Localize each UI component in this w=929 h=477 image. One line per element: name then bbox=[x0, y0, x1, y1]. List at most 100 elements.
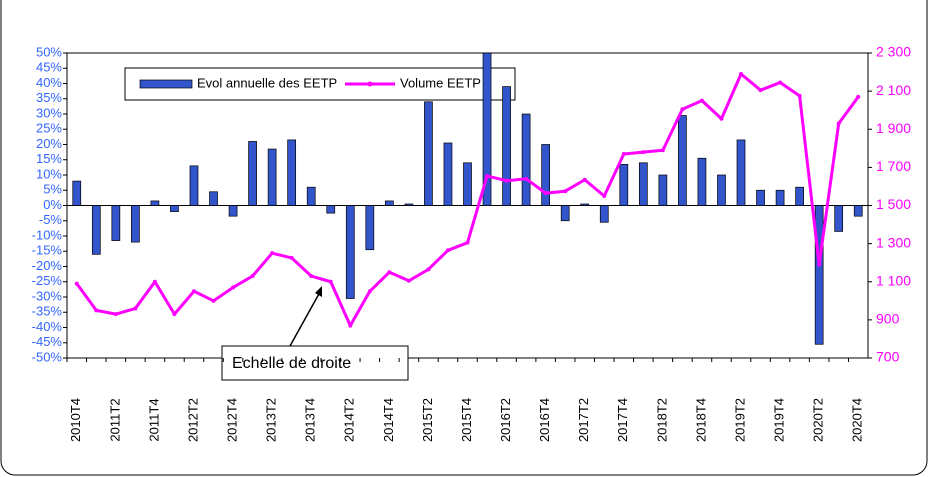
bar bbox=[814, 205, 824, 345]
line-point bbox=[504, 178, 509, 183]
y2-tick-label: 1 500 bbox=[876, 196, 911, 212]
x-tick-label: 2018T2 bbox=[654, 398, 669, 442]
line-point bbox=[289, 255, 294, 260]
bar bbox=[697, 157, 707, 206]
bar bbox=[385, 200, 394, 206]
y-tick-label: 50% bbox=[36, 44, 62, 59]
line-point bbox=[621, 152, 626, 157]
y-tick-label: 0% bbox=[43, 197, 62, 212]
y-tick-label: -20% bbox=[32, 258, 63, 273]
x-tick-label: 2011T4 bbox=[146, 398, 161, 441]
bar bbox=[91, 205, 101, 255]
line-point bbox=[778, 80, 783, 85]
bar bbox=[756, 189, 765, 206]
y2-tick-label: 700 bbox=[876, 349, 900, 365]
bar bbox=[795, 186, 804, 206]
line-point bbox=[387, 270, 392, 275]
y2-tick-label: 2 300 bbox=[876, 44, 911, 60]
x-tick-label: 2011T2 bbox=[107, 398, 122, 441]
annotation: Echelle de droite bbox=[221, 286, 409, 381]
x-tick-label: 2015T4 bbox=[459, 398, 474, 442]
line-point bbox=[133, 306, 138, 311]
bar bbox=[111, 205, 121, 241]
bar bbox=[502, 86, 511, 206]
bar bbox=[287, 139, 297, 206]
line-point bbox=[660, 148, 665, 153]
y2-tick-label: 1 300 bbox=[876, 234, 911, 250]
line-point bbox=[309, 274, 314, 279]
line-point bbox=[191, 289, 196, 294]
line-point bbox=[367, 289, 372, 294]
y-tick-label: -15% bbox=[32, 243, 63, 258]
line-point bbox=[485, 173, 490, 178]
bar bbox=[443, 142, 453, 206]
line-point bbox=[856, 94, 861, 99]
line-point bbox=[582, 177, 587, 182]
bar bbox=[150, 200, 160, 206]
bar bbox=[580, 203, 590, 206]
y-tick-label: 5% bbox=[43, 182, 62, 197]
y-tick-label: -5% bbox=[39, 212, 63, 227]
x-tick-label: 2016T4 bbox=[537, 398, 552, 442]
x-tick-label: 2013T4 bbox=[303, 398, 318, 442]
bar bbox=[619, 163, 629, 206]
bar bbox=[638, 162, 648, 206]
x-tick-label: 2016T2 bbox=[498, 398, 513, 442]
x-tick-label: 2020T4 bbox=[850, 398, 865, 442]
x-tick-label: 2020T2 bbox=[811, 398, 826, 442]
bar bbox=[404, 203, 414, 206]
bar bbox=[72, 180, 82, 206]
x-tick-label: 2012T4 bbox=[224, 398, 239, 442]
legend-label: Volume EETP bbox=[400, 75, 481, 90]
x-tick-label: 2017T4 bbox=[615, 398, 630, 442]
y2-tick-label: 2 100 bbox=[876, 82, 911, 98]
line-point bbox=[94, 308, 99, 313]
bar bbox=[248, 141, 257, 206]
y-tick-label: -30% bbox=[32, 288, 63, 303]
x-tick-label: 2019T2 bbox=[732, 398, 747, 442]
line-point bbox=[797, 93, 802, 98]
line-point bbox=[250, 274, 255, 279]
bar bbox=[521, 113, 531, 206]
y-tick-label: 10% bbox=[36, 166, 62, 181]
line-point bbox=[211, 298, 216, 303]
x-tick-label: 2018T4 bbox=[693, 398, 708, 442]
legend-marker bbox=[367, 81, 373, 87]
bar bbox=[775, 189, 785, 206]
bar bbox=[560, 205, 570, 222]
line-point bbox=[563, 189, 568, 194]
y2-tick-label: 1 100 bbox=[876, 272, 911, 288]
arrow-head bbox=[315, 286, 322, 297]
line-point bbox=[836, 121, 841, 126]
line-point bbox=[739, 71, 744, 76]
bar bbox=[345, 205, 355, 299]
y-tick-label: 35% bbox=[36, 90, 62, 105]
line-point bbox=[543, 191, 548, 196]
line-point bbox=[113, 312, 118, 317]
annotation-box bbox=[221, 345, 409, 381]
line-point bbox=[524, 176, 529, 181]
line-point bbox=[641, 150, 646, 155]
line-point bbox=[680, 107, 685, 112]
bar bbox=[306, 186, 316, 206]
bar bbox=[658, 174, 668, 206]
bar bbox=[170, 205, 179, 212]
line-point bbox=[74, 281, 79, 286]
bar bbox=[853, 205, 863, 217]
y-tick-label: -50% bbox=[32, 349, 63, 364]
bar bbox=[424, 101, 433, 206]
line-point bbox=[719, 116, 724, 121]
bar bbox=[834, 205, 844, 232]
bar bbox=[463, 162, 472, 206]
x-tick-label: 2012T2 bbox=[185, 398, 200, 442]
line-point bbox=[817, 262, 822, 267]
y-tick-label: -45% bbox=[32, 334, 63, 349]
bar bbox=[736, 139, 746, 206]
y-tick-label: 20% bbox=[36, 136, 62, 151]
bar bbox=[482, 52, 492, 206]
x-tick-label: 2010T4 bbox=[68, 398, 83, 442]
x-tick-label: 2013T2 bbox=[264, 398, 279, 442]
bar bbox=[678, 115, 687, 206]
bar bbox=[131, 205, 140, 243]
